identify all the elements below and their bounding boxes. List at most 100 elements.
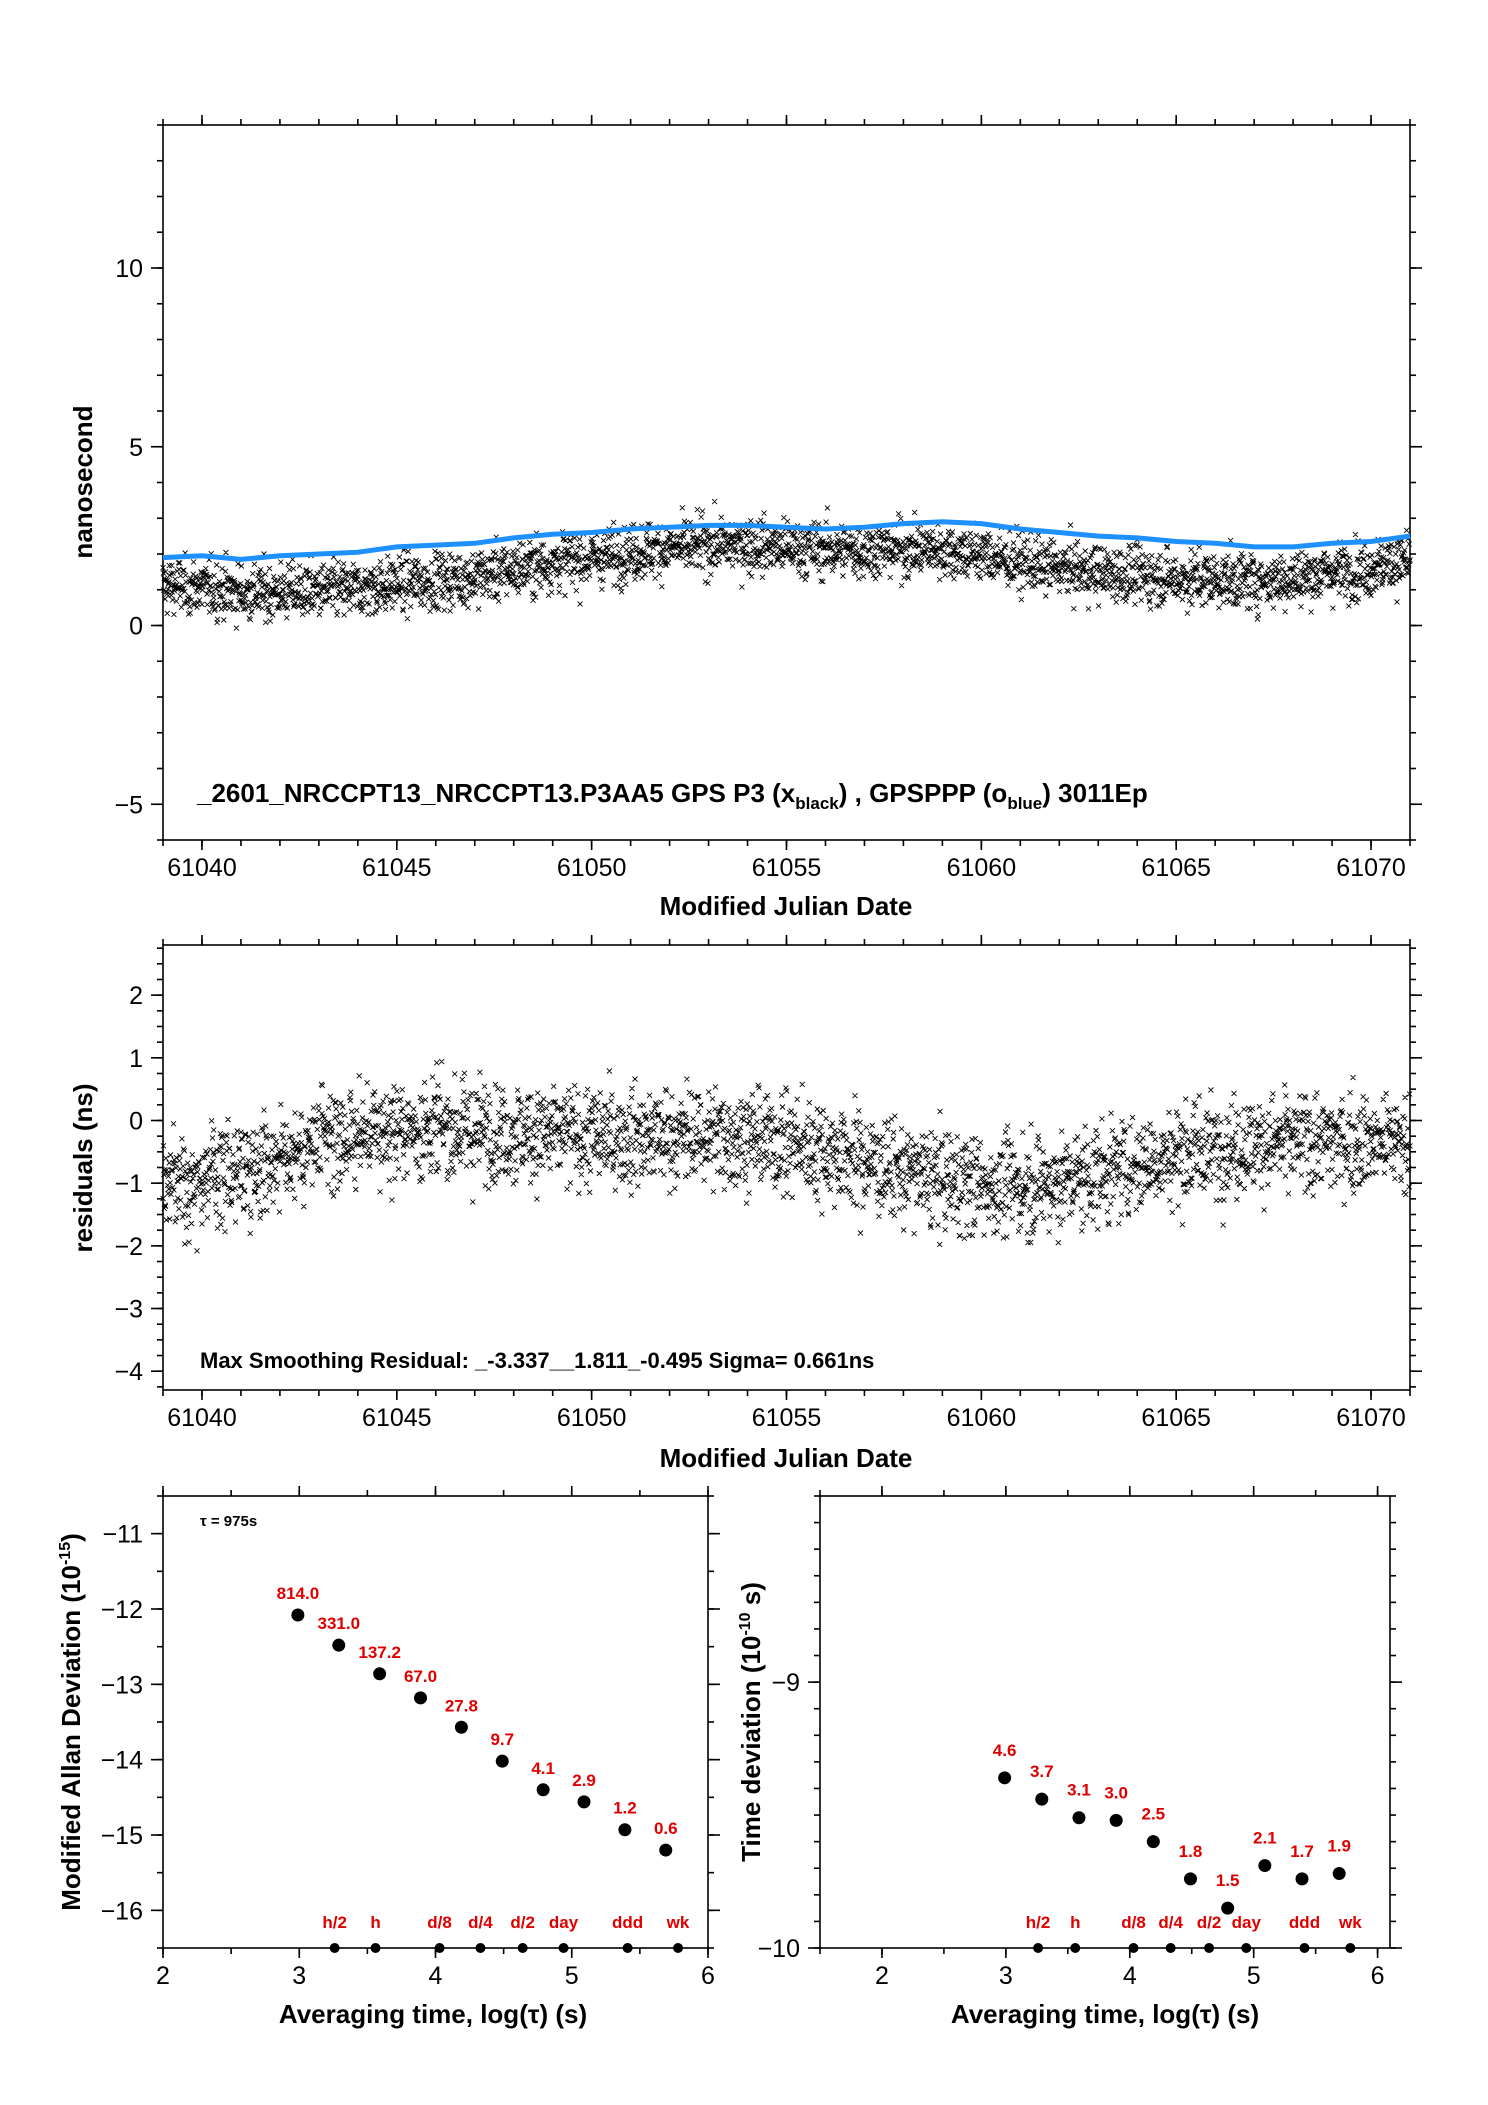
y-label-main: Modified Allan Deviation (10 [56, 1565, 86, 1911]
tau-note: τ = 975s [200, 1513, 257, 1530]
y-tick-label: −4 [114, 1358, 143, 1386]
deviation-point [1221, 1901, 1235, 1915]
annotation-sub-blue: blue [1007, 794, 1042, 813]
x-tick-label: 6 [1371, 1962, 1385, 1990]
time-marker-label: wk [666, 1913, 690, 1932]
x-tick-label: 61070 [1336, 1404, 1406, 1432]
point-label: 9.7 [490, 1730, 514, 1749]
y-tick-label: −11 [102, 1521, 143, 1549]
series-annotation: _2601_NRCCPT13_NRCCPT13.P3AA5 GPS P3 (xb… [196, 778, 1148, 813]
time-marker-dot [434, 1943, 445, 1953]
time-marker-dot [475, 1943, 486, 1953]
deviation-point [373, 1667, 387, 1681]
y-tick-label: −10 [758, 1935, 800, 1963]
deviation-point [1258, 1859, 1272, 1873]
time-marker-dot [1345, 1943, 1356, 1953]
y-tick-label: −3 [114, 1296, 143, 1324]
y-tick-label: −16 [101, 1897, 143, 1925]
y-tick-label: −9 [771, 1669, 800, 1697]
x-tick-label: 61060 [947, 854, 1017, 882]
time-marker-label: h/2 [322, 1913, 347, 1932]
x-tick-label: 61065 [1141, 1404, 1211, 1432]
point-label: 1.8 [1179, 1842, 1203, 1861]
point-label: 67.0 [404, 1667, 437, 1686]
point-label: 137.2 [358, 1643, 401, 1662]
x-tick-label: 61055 [752, 854, 822, 882]
deviation-point [1072, 1811, 1086, 1825]
time-marker-label: d/8 [427, 1913, 452, 1932]
point-label: 2.5 [1142, 1805, 1166, 1824]
x-tick-label: 2 [875, 1962, 889, 1990]
time-marker-dot [517, 1943, 528, 1953]
time-marker-dot [329, 1943, 340, 1953]
plot-frame [162, 1495, 709, 1949]
y-tick-label: 2 [129, 982, 143, 1010]
time-marker-dot [1241, 1943, 1252, 1953]
y-axis-label: Modified Allan Deviation (10-15) [56, 1533, 86, 1911]
deviation-point [414, 1691, 428, 1705]
y-axis-label: residuals (ns) [68, 1083, 98, 1252]
gpsppp-curve [162, 519, 1411, 562]
x-axis-label: Modified Julian Date [660, 891, 913, 921]
point-label: 3.0 [1104, 1783, 1128, 1802]
time-offset-panel: 61040 61045 61050 61055 61060 61065 61070 −5 0 5 1… [68, 115, 1422, 921]
time-marker-dot [1299, 1943, 1310, 1953]
point-label: 1.9 [1327, 1837, 1351, 1856]
y-tick-label: −14 [101, 1747, 144, 1775]
y-tick-label: −13 [101, 1671, 143, 1699]
y-tick-label: 10 [115, 255, 143, 283]
y-label-end: ) [56, 1533, 86, 1542]
residual-points [160, 1058, 1413, 1254]
time-marker-dot [622, 1943, 633, 1953]
point-label: 1.2 [613, 1799, 637, 1818]
time-marker-label: ddd [612, 1913, 643, 1932]
y-axis-label: Time deviation (10-10 s) [736, 1582, 766, 1862]
y-axis-label: nanosecond [68, 405, 98, 558]
point-label: 1.7 [1290, 1842, 1314, 1861]
x-tick-label: 61060 [947, 1404, 1017, 1432]
annotation-sub-black: black [795, 794, 839, 813]
x-tick-label: 61070 [1336, 854, 1406, 882]
time-marker-label: d/8 [1121, 1913, 1146, 1932]
deviation-point [1295, 1872, 1309, 1886]
deviation-point [495, 1754, 509, 1768]
x-tick-label: 61055 [752, 1404, 822, 1432]
x-tick-label: 61050 [557, 854, 627, 882]
x-tick-label: 61050 [557, 1404, 627, 1432]
annotation-suffix: ) 3011Ep [1042, 778, 1148, 808]
time-marker-dot [1204, 1943, 1215, 1953]
point-label: 814.0 [277, 1584, 320, 1603]
annotation-prefix: _2601_NRCCPT13_NRCCPT13.P3AA5 GPS P3 (x [196, 778, 796, 808]
deviation-point [332, 1638, 346, 1652]
time-marker-label: day [1232, 1913, 1262, 1932]
x-tick-label: 61040 [167, 854, 237, 882]
y-label-main: Time deviation (10 [736, 1636, 766, 1862]
plot-frame [162, 124, 1411, 841]
plot-frame [819, 1495, 1391, 1949]
y-tick-label: 0 [129, 613, 143, 641]
time-marker-dot [370, 1943, 381, 1953]
x-tick-label: 5 [565, 1962, 579, 1990]
x-tick-label: 5 [1247, 1962, 1261, 1990]
time-marker-dot [558, 1943, 569, 1953]
residuals-panel: 61040 61045 61050 61055 61060 61065 61070 −4 −3 −… [68, 935, 1422, 1473]
time-marker-label: h [1070, 1913, 1080, 1932]
deviation-point [998, 1771, 1012, 1785]
deviation-point [536, 1783, 550, 1797]
y-tick-label: 1 [129, 1045, 143, 1073]
point-label: 0.6 [654, 1819, 678, 1838]
x-tick-label: 3 [999, 1962, 1013, 1990]
point-label: 1.5 [1216, 1871, 1240, 1890]
y-tick-label: −15 [101, 1822, 143, 1850]
time-marker-dot [1033, 1943, 1044, 1953]
y-tick-label: 5 [129, 434, 143, 462]
deviation-point [1035, 1792, 1049, 1806]
point-label: 3.1 [1067, 1781, 1091, 1800]
deviation-point [1146, 1835, 1160, 1849]
x-tick-label: 61045 [362, 1404, 432, 1432]
y-tick-label: −1 [114, 1170, 143, 1198]
point-label: 4.1 [531, 1759, 555, 1778]
y-tick-label: 0 [129, 1107, 143, 1135]
x-tick-label: 3 [292, 1962, 306, 1990]
